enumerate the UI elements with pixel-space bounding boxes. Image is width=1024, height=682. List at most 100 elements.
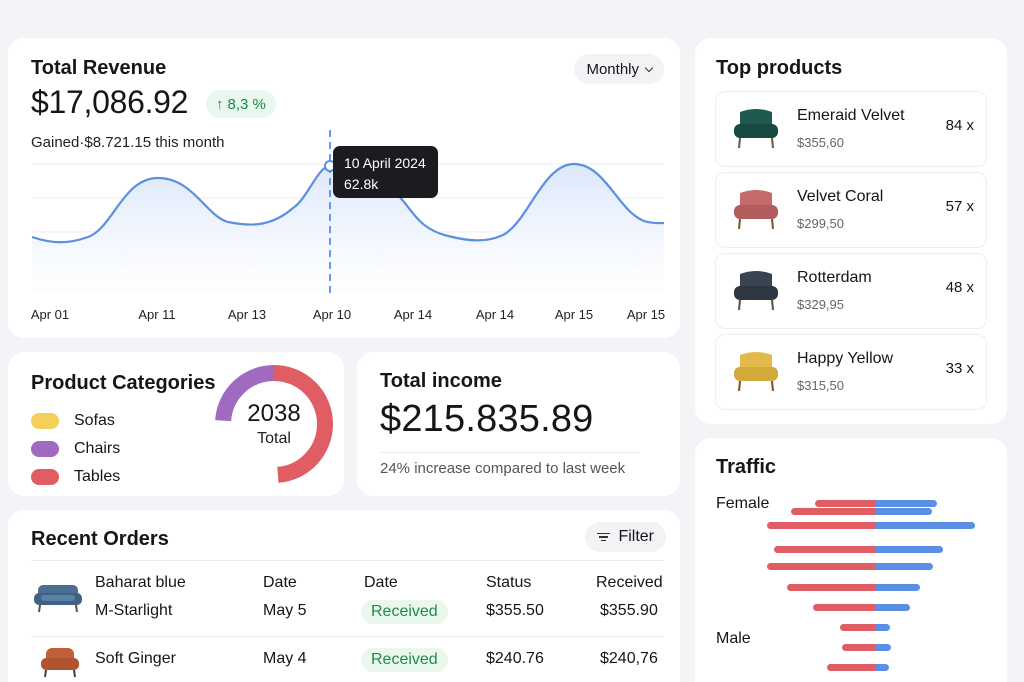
order-date: May 5 bbox=[263, 602, 307, 619]
product-row[interactable]: Emeraid Velvet $355,60 84 x bbox=[715, 91, 987, 167]
traffic-bar-male bbox=[875, 563, 933, 570]
traffic-bar-male bbox=[875, 508, 932, 515]
order-amount: $240.76 bbox=[486, 650, 544, 667]
filter-button[interactable]: Filter bbox=[585, 522, 666, 552]
revenue-area bbox=[32, 164, 664, 292]
traffic-bar-male bbox=[875, 644, 891, 651]
x-axis-label: Apr 15 bbox=[627, 307, 665, 322]
order-product-name[interactable]: Baharat blue bbox=[95, 574, 186, 591]
filter-icon bbox=[597, 532, 611, 542]
tooltip-date: 10 April 2024 bbox=[344, 155, 426, 171]
revenue-change-value: 8,3 % bbox=[227, 95, 266, 113]
column-header-date-2[interactable]: Date bbox=[364, 574, 398, 591]
revenue-line-chart[interactable]: 10 April 2024 62.8k Apr 01 Apr 11 Apr 13 Ap… bbox=[8, 38, 680, 338]
column-header-received[interactable]: Received bbox=[596, 574, 663, 591]
traffic-bar-female bbox=[787, 584, 875, 591]
traffic-bar-female bbox=[813, 604, 875, 611]
traffic-card: Traffic Female Male bbox=[695, 438, 1007, 682]
x-axis-label: Apr 11 bbox=[138, 307, 175, 322]
legend-swatch bbox=[31, 441, 59, 457]
product-name: Happy Yellow bbox=[797, 350, 894, 367]
period-dropdown-label: Monthly bbox=[586, 60, 639, 78]
status-badge-label: Received bbox=[371, 603, 438, 620]
product-row[interactable]: Rotterdam $329,95 48 x bbox=[715, 253, 987, 329]
armchair-icon bbox=[734, 190, 778, 230]
product-price: $315,50 bbox=[797, 378, 844, 393]
product-price: $355,60 bbox=[797, 135, 844, 150]
traffic-title: Traffic bbox=[716, 456, 777, 478]
order-date: May 4 bbox=[263, 650, 307, 667]
traffic-bar-male bbox=[875, 500, 937, 507]
traffic-bar-male bbox=[875, 624, 890, 631]
total-income-card: Total income $215.835.89 24% increase co… bbox=[357, 352, 680, 496]
traffic-bar-male bbox=[875, 604, 910, 611]
total-revenue-card: Total Revenue Monthly $17,086.92 ↑ 8,3 %… bbox=[8, 38, 680, 338]
x-axis-labels: Apr 01 Apr 11 Apr 13 Apr 10 Apr 14 Apr 14 Apr … bbox=[31, 307, 665, 322]
traffic-bar-female bbox=[767, 522, 875, 529]
x-axis-label: Apr 15 bbox=[555, 307, 593, 322]
categories-title: Product Categories bbox=[31, 372, 216, 394]
orders-title: Recent Orders bbox=[31, 528, 169, 550]
legend-swatch bbox=[31, 469, 59, 485]
traffic-bar-female bbox=[791, 508, 875, 515]
product-quantity: 48 x bbox=[945, 279, 974, 296]
chart-tooltip: 10 April 2024 62.8k bbox=[333, 146, 438, 198]
donut-center: 2038 Total bbox=[214, 364, 334, 484]
traffic-bar-female bbox=[815, 500, 875, 507]
top-products-card: Top products Emeraid Velvet $355,60 84 x… bbox=[695, 38, 1007, 424]
column-header-date[interactable]: Date bbox=[263, 574, 297, 591]
traffic-bar-female bbox=[842, 644, 875, 651]
x-axis-label: Apr 10 bbox=[313, 307, 351, 322]
armchair-icon bbox=[734, 109, 778, 149]
arrow-up-icon: ↑ bbox=[216, 95, 224, 113]
revenue-gained-text: Gained·$8.721.15 this month bbox=[31, 134, 225, 151]
income-title: Total income bbox=[380, 370, 502, 392]
traffic-bar-female bbox=[827, 664, 875, 671]
products-title: Top products bbox=[716, 57, 843, 79]
product-categories-card: Product Categories Sofas Chairs Tables 2… bbox=[8, 352, 344, 496]
order-received: $240,76 bbox=[600, 650, 658, 667]
legend-label: Tables bbox=[74, 468, 121, 485]
product-row[interactable]: Happy Yellow $315,50 33 x bbox=[715, 334, 987, 410]
x-axis-label: Apr 13 bbox=[228, 307, 266, 322]
product-quantity: 57 x bbox=[945, 198, 974, 215]
order-product-name[interactable]: Soft Ginger bbox=[95, 650, 176, 667]
sofa-icon bbox=[34, 585, 82, 613]
tooltip-value: 62.8k bbox=[344, 176, 379, 192]
status-badge: Received bbox=[361, 648, 448, 672]
column-header-status[interactable]: Status bbox=[486, 574, 532, 591]
legend-item-sofas: Sofas bbox=[31, 407, 120, 435]
categories-donut-chart[interactable]: 2038 Total bbox=[214, 364, 334, 484]
x-axis-label: Apr 14 bbox=[394, 307, 432, 322]
traffic-bar-male bbox=[875, 522, 975, 529]
product-price: $299,50 bbox=[797, 216, 844, 231]
order-product-variant: M-Starlight bbox=[95, 602, 173, 619]
revenue-change-badge: ↑ 8,3 % bbox=[206, 90, 276, 118]
categories-total: 2038 bbox=[247, 400, 301, 427]
legend-label: Sofas bbox=[74, 412, 115, 429]
status-badge: Received bbox=[361, 600, 448, 624]
period-dropdown[interactable]: Monthly bbox=[574, 54, 664, 84]
legend-swatch bbox=[31, 413, 59, 429]
traffic-male-label: Male bbox=[716, 630, 751, 647]
traffic-female-label: Female bbox=[716, 495, 770, 512]
revenue-total: $17,086.92 bbox=[31, 84, 189, 120]
tooltip-box bbox=[333, 146, 438, 198]
categories-total-label: Total bbox=[257, 430, 291, 447]
product-quantity: 84 x bbox=[945, 117, 974, 134]
traffic-bar-male bbox=[875, 546, 943, 553]
product-price: $329,95 bbox=[797, 297, 844, 312]
order-received: $355.90 bbox=[600, 602, 658, 619]
income-subtitle: 24% increase compared to last week bbox=[380, 460, 626, 477]
legend-item-chairs: Chairs bbox=[31, 435, 120, 463]
donut-segment-tables bbox=[215, 365, 333, 483]
product-name: Emeraid Velvet bbox=[797, 107, 905, 124]
x-axis-label: Apr 14 bbox=[476, 307, 514, 322]
product-row[interactable]: Velvet Coral $299,50 57 x bbox=[715, 172, 987, 248]
divider bbox=[380, 452, 640, 453]
divider bbox=[31, 636, 664, 637]
armchair-icon bbox=[734, 271, 778, 311]
x-axis-label: Apr 01 bbox=[31, 307, 69, 322]
traffic-bar-male bbox=[875, 584, 920, 591]
income-value: $215.835.89 bbox=[380, 398, 594, 440]
